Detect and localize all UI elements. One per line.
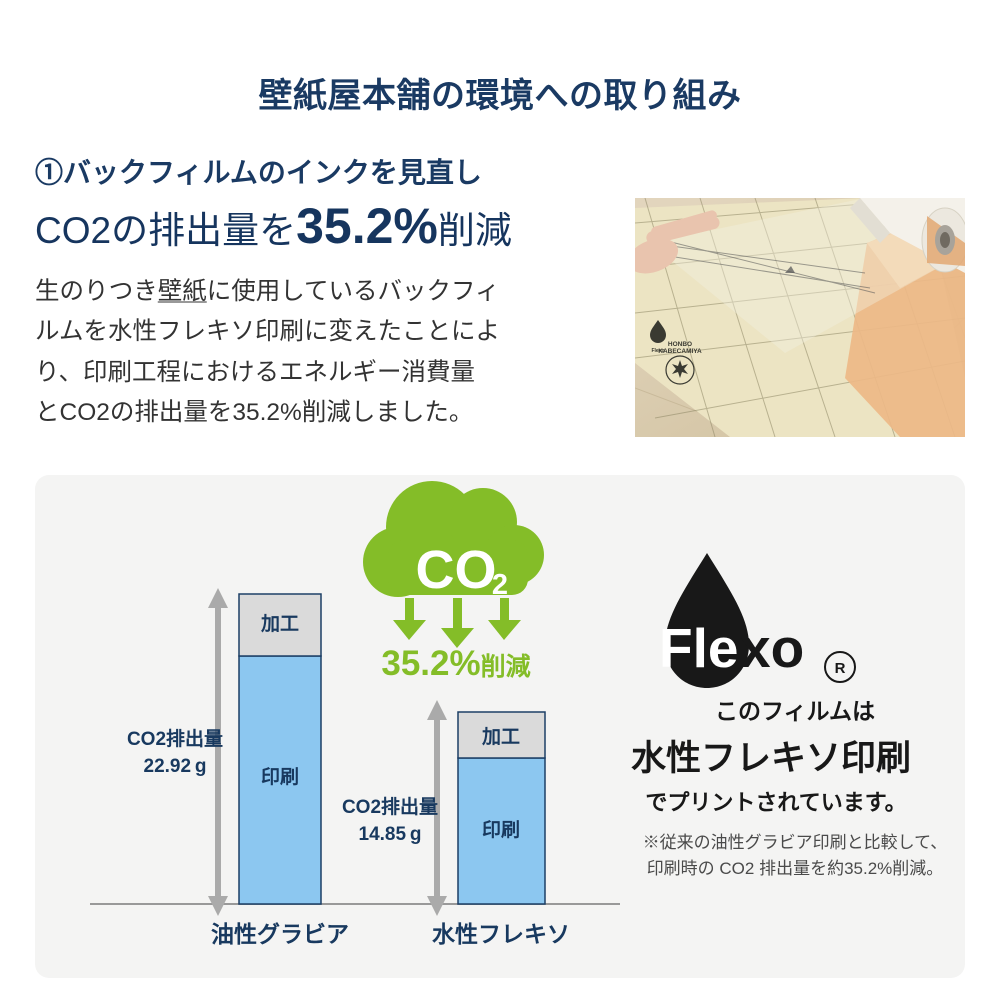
svg-text:加工: 加工 xyxy=(481,726,520,748)
svg-text:CO2排出量: CO2排出量 xyxy=(342,795,438,818)
svg-text:水性フレキソ: 水性フレキソ xyxy=(432,921,570,947)
svg-text:CO2排出量: CO2排出量 xyxy=(127,727,223,750)
svg-text:Fle: Fle xyxy=(659,617,738,679)
svg-text:2: 2 xyxy=(492,569,508,601)
svg-text:14.85 g: 14.85 g xyxy=(359,824,422,845)
svg-text:印刷: 印刷 xyxy=(261,766,299,788)
svg-text:22.92 g: 22.92 g xyxy=(144,756,207,777)
svg-text:35.2%削減: 35.2%削減 xyxy=(381,644,530,683)
svg-text:R: R xyxy=(835,660,846,677)
svg-text:xo: xo xyxy=(740,617,804,679)
svg-text:油性グラビア: 油性グラビア xyxy=(211,921,349,947)
svg-text:加工: 加工 xyxy=(260,613,299,635)
svg-text:CO: CO xyxy=(416,540,497,600)
svg-text:印刷: 印刷 xyxy=(482,819,520,841)
